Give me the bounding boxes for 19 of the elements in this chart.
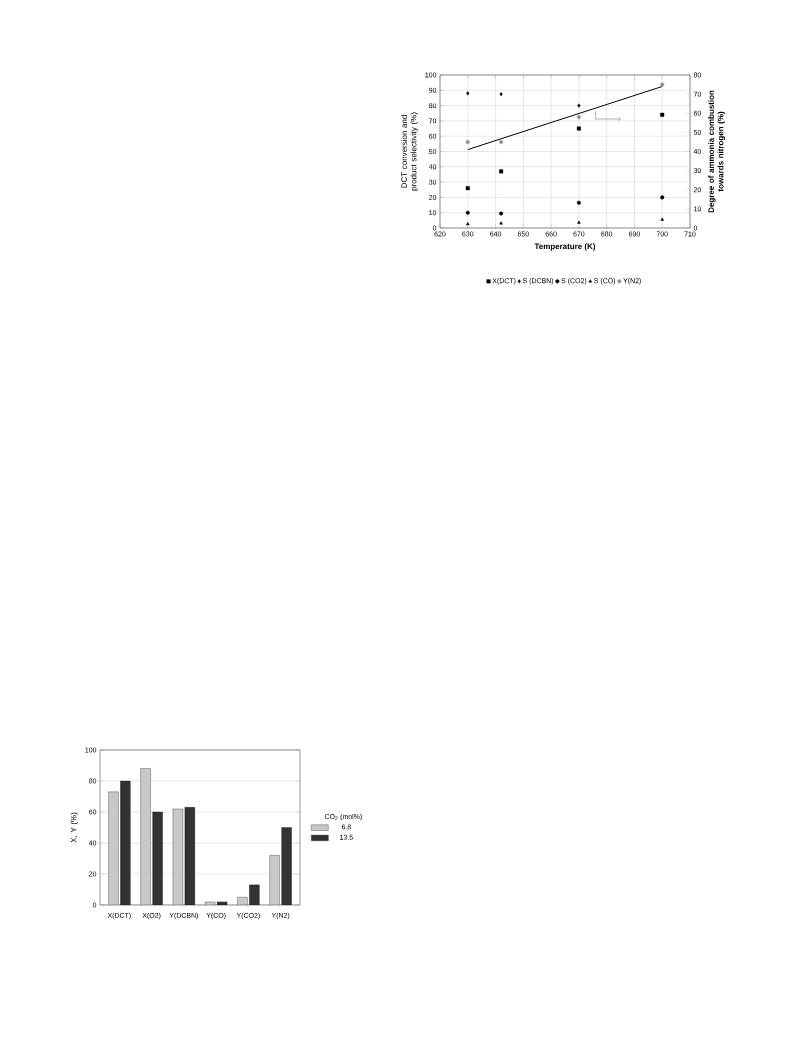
point [465, 139, 470, 144]
point [660, 195, 665, 200]
point [499, 92, 503, 97]
point [465, 210, 470, 215]
point [577, 103, 581, 108]
point [660, 217, 664, 221]
point [466, 222, 470, 226]
point [466, 91, 470, 96]
point [660, 112, 665, 117]
point [576, 115, 581, 120]
point [576, 200, 581, 205]
point [499, 211, 504, 216]
point [499, 139, 504, 144]
point [499, 221, 503, 225]
point [465, 186, 470, 191]
point [660, 82, 665, 87]
point [577, 220, 581, 224]
point [499, 169, 504, 174]
point [576, 126, 581, 131]
